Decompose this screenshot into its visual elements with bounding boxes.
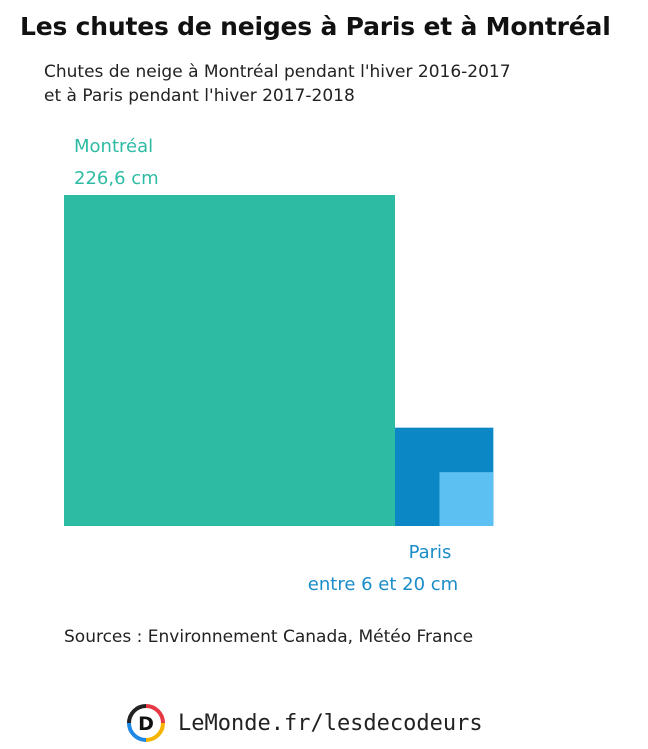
paris-value-label: entre 6 et 20 cm: [308, 574, 458, 595]
paris-label: Paris: [409, 542, 452, 563]
logo-letter: D: [138, 713, 154, 735]
footer-brand: LeMonde.fr/lesdecodeurs: [178, 710, 483, 736]
montreal-value-label: 226,6 cm: [74, 168, 159, 189]
chart-marks: [64, 195, 494, 526]
chart-title: Les chutes de neiges à Paris et à Montré…: [20, 12, 611, 41]
le-monde-decodeurs-logo-icon: D: [127, 704, 165, 742]
paris-min-square: [439, 472, 494, 526]
footer: D LeMonde.fr/lesdecodeurs: [126, 703, 483, 743]
montreal-label: Montréal: [74, 136, 153, 157]
subtitle-line-2: et à Paris pendant l'hiver 2017-2018: [44, 86, 355, 106]
sources-note: Sources : Environnement Canada, Météo Fr…: [64, 627, 474, 647]
chart-subtitle: Chutes de neige à Montréal pendant l'hiv…: [44, 60, 604, 108]
montreal-square: [64, 195, 395, 526]
subtitle-line-1: Chutes de neige à Montréal pendant l'hiv…: [44, 62, 511, 82]
